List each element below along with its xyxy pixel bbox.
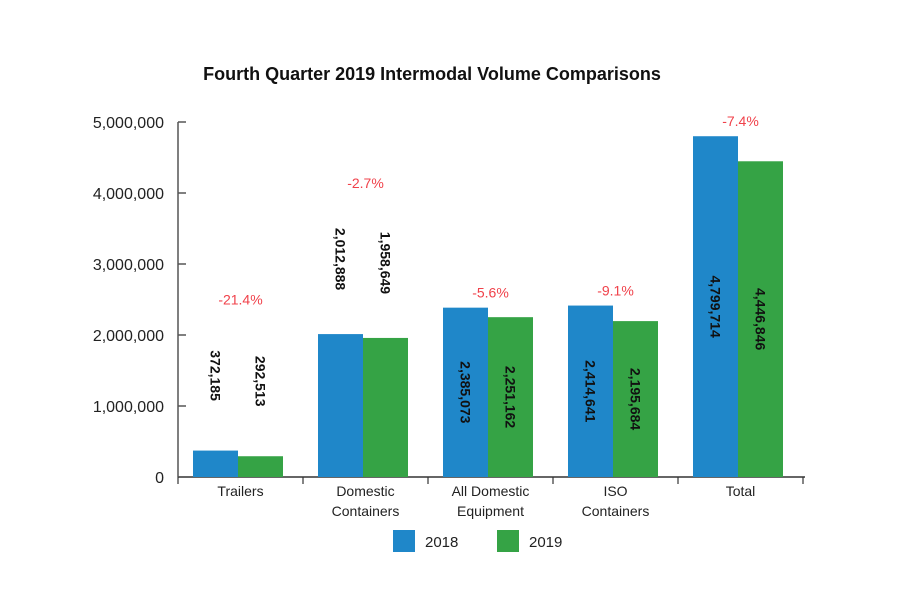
x-tick-label: Equipment xyxy=(457,503,524,519)
x-tick-label: All Domestic xyxy=(452,483,530,499)
x-tick-label: Trailers xyxy=(217,483,263,499)
data-label: 2,414,641 xyxy=(583,360,599,422)
data-label: 372,185 xyxy=(208,350,224,401)
y-tick-label: 0 xyxy=(155,470,164,487)
bar-2019 xyxy=(238,456,283,477)
y-tick-label: 4,000,000 xyxy=(93,186,164,203)
data-label: 1,958,649 xyxy=(378,232,394,294)
y-tick-label: 2,000,000 xyxy=(93,328,164,345)
change-label: -7.4% xyxy=(722,113,759,129)
data-label: 2,195,684 xyxy=(628,368,644,430)
bar-2018 xyxy=(693,136,738,477)
y-tick-label: 5,000,000 xyxy=(93,115,164,132)
legend-label: 2018 xyxy=(425,534,458,551)
x-tick-label: Containers xyxy=(332,503,400,519)
data-label: 4,799,714 xyxy=(708,275,724,337)
bar-2018 xyxy=(568,305,613,477)
legend-label: 2019 xyxy=(529,534,562,551)
data-label: 4,446,846 xyxy=(753,288,769,350)
data-label: 2,251,162 xyxy=(503,366,519,428)
data-label: 2,012,888 xyxy=(333,228,349,290)
change-label: -9.1% xyxy=(597,283,634,299)
bar-2019 xyxy=(738,161,783,478)
x-tick-label: ISO xyxy=(603,483,627,499)
y-tick-label: 1,000,000 xyxy=(93,399,164,416)
data-label: 2,385,073 xyxy=(458,361,474,423)
bar-2018 xyxy=(193,450,238,477)
chart-title: Fourth Quarter 2019 Intermodal Volume Co… xyxy=(203,64,661,84)
bar-2018 xyxy=(443,307,488,477)
bar-2018 xyxy=(318,334,363,477)
x-tick-label: Total xyxy=(726,483,756,499)
bar-2019 xyxy=(613,321,658,477)
change-label: -5.6% xyxy=(472,285,509,301)
change-label: -21.4% xyxy=(218,292,262,308)
y-tick-label: 3,000,000 xyxy=(93,257,164,274)
legend-swatch-2019 xyxy=(497,530,519,552)
change-label: -2.7% xyxy=(347,175,384,191)
bar-2019 xyxy=(488,317,533,477)
bar-2019 xyxy=(363,337,408,477)
legend-swatch-2018 xyxy=(393,530,415,552)
x-tick-label: Containers xyxy=(582,503,650,519)
data-label: 292,513 xyxy=(253,356,269,407)
x-tick-label: Domestic xyxy=(336,483,394,499)
